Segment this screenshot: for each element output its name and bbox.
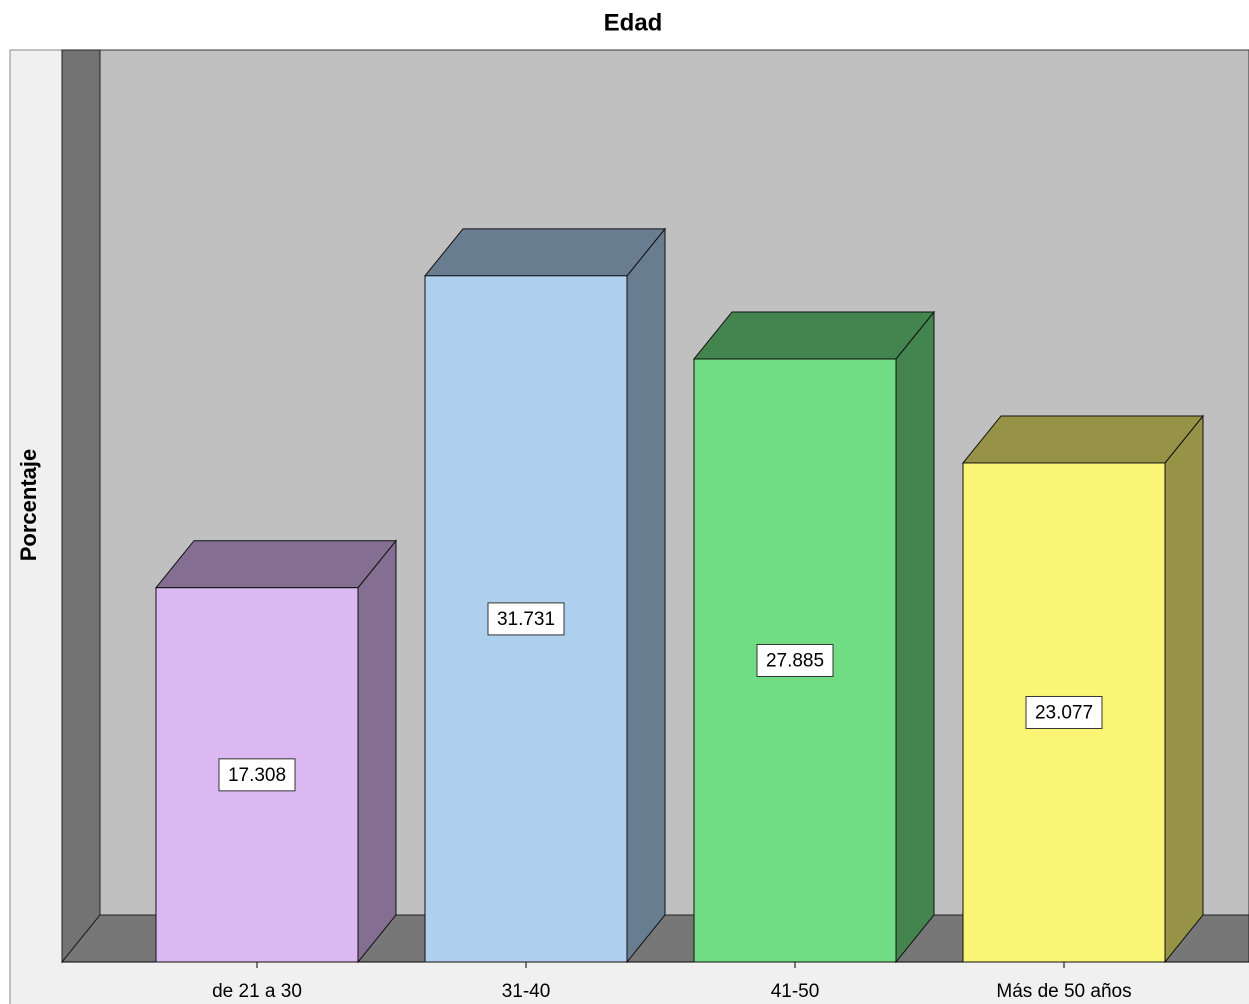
value-label: 31.731 (497, 609, 555, 630)
bar-top (154, 540, 398, 589)
chart-title: Edad (604, 9, 663, 36)
value-label-box (218, 758, 296, 792)
bar-top (961, 415, 1205, 464)
value-label-box (1025, 695, 1103, 729)
value-label: 23.077 (1035, 702, 1093, 723)
value-label-box (756, 643, 834, 677)
y-axis-label: Porcentaje (16, 449, 41, 562)
bar-side (357, 539, 397, 964)
bar-side (1164, 414, 1204, 964)
x-tick-label: Más de 50 años (996, 981, 1131, 1002)
bar-top (692, 311, 936, 360)
x-tick-label: 31-40 (502, 981, 551, 1002)
bar-side (626, 227, 666, 964)
x-tick-label: de 21 a 30 (212, 981, 302, 1002)
value-label: 27.885 (766, 651, 824, 672)
bar-side (895, 310, 935, 964)
value-label-box (487, 602, 565, 636)
x-tick-label: 41-50 (771, 981, 820, 1002)
side-wall (61, 49, 101, 964)
bar-top (423, 228, 667, 277)
value-label: 17.308 (228, 765, 286, 786)
